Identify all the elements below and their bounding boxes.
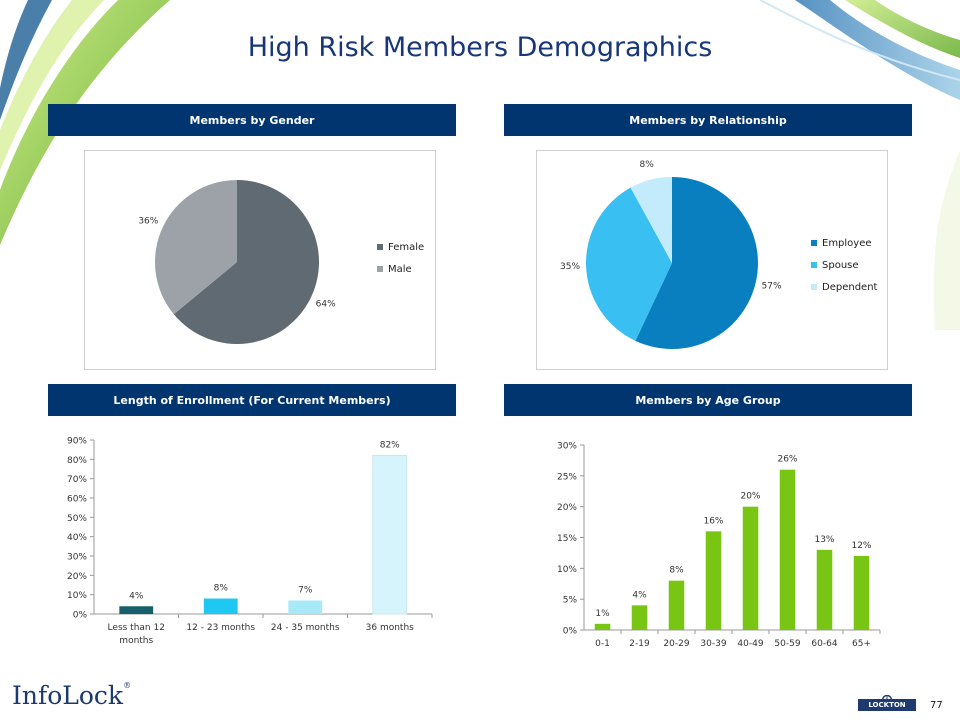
section-header-gender: Members by Gender	[48, 104, 456, 136]
legend-swatch-employee	[811, 240, 817, 246]
bar-4	[742, 506, 759, 630]
pie-data-label: 35%	[560, 262, 580, 272]
bar-data-label: 13%	[814, 535, 834, 545]
bar-1	[631, 605, 648, 630]
y-tick-label: 20%	[67, 572, 87, 582]
pie-data-label: 36%	[138, 216, 158, 226]
pie-data-label: 57%	[762, 281, 782, 291]
legend-label-employee: Employee	[822, 238, 872, 249]
y-tick-label: 60%	[67, 495, 87, 505]
y-tick-label: 10%	[557, 565, 577, 575]
legend-swatch-dependent	[811, 284, 817, 290]
section-header-relationship: Members by Relationship	[504, 104, 912, 136]
pie-data-label: 8%	[639, 160, 654, 170]
x-category-label: 36 months	[366, 623, 415, 633]
legend-swatch-male	[377, 266, 383, 272]
section-header-enrollment: Length of Enrollment (For Current Member…	[48, 384, 456, 416]
relationship-pie-chart: 57% 35% 8% Employee Spouse Dependent	[560, 160, 878, 349]
bar-data-label: 8%	[669, 566, 684, 576]
legend-swatch-spouse	[811, 262, 817, 268]
x-category-label: 20-29	[663, 639, 689, 649]
y-tick-label: 40%	[67, 533, 87, 543]
bar-0	[119, 606, 154, 614]
infolock-logo: InfoLock®	[12, 681, 131, 710]
x-category-label: 0-1	[595, 639, 610, 649]
bar-3	[705, 531, 722, 630]
logo-registered-mark: ®	[123, 681, 132, 690]
age-chart-area: 0% 5% 10% 15% 20% 25% 30% 1% 0-1 4% 2-19 8% 20-29 16%…	[504, 424, 912, 664]
pie-slice-spouse	[585, 187, 672, 341]
page-number: 77	[930, 700, 943, 711]
lockton-wordmark: LOCKTON	[858, 699, 916, 711]
pie-slice-female	[173, 180, 320, 344]
y-tick-label: 50%	[67, 514, 87, 524]
y-tick-label: 20%	[557, 503, 577, 513]
relationship-chart-area: 57% 35% 8% Employee Spouse Dependent	[536, 150, 888, 370]
bar-data-label: 20%	[740, 492, 760, 502]
legend-label-male: Male	[388, 264, 412, 275]
enrollment-chart-area: 0% 10% 20% 30% 40% 50% 60% 70% 80% 90% 4% Less than…	[48, 424, 456, 664]
x-category-label: 65+	[852, 639, 871, 649]
bar-6	[816, 549, 833, 630]
bar-data-label: 16%	[703, 516, 723, 526]
bar-data-label: 4%	[129, 591, 144, 601]
bar-0	[594, 623, 611, 630]
y-tick-label: 30%	[557, 442, 577, 452]
age-bar-chart: 0% 5% 10% 15% 20% 25% 30% 1% 0-1 4% 2-19 8% 20-29 16%…	[557, 442, 881, 649]
x-category-label: 50-59	[774, 639, 800, 649]
bar-2	[668, 580, 685, 630]
bar-data-label: 82%	[380, 440, 400, 450]
page-title: High Risk Members Demographics	[247, 32, 713, 63]
bar-3	[372, 454, 408, 615]
y-tick-label: 90%	[67, 437, 87, 447]
pie-slice-employee	[635, 177, 758, 349]
x-category-label: 30-39	[700, 639, 726, 649]
bar-data-label: 7%	[298, 585, 313, 595]
logo-text: InfoLock	[12, 681, 124, 710]
bar-data-label: 4%	[632, 590, 647, 600]
pie-slice-male	[155, 180, 237, 315]
legend-label-spouse: Spouse	[822, 260, 859, 271]
y-tick-label: 70%	[67, 475, 87, 485]
y-tick-label: 30%	[67, 553, 87, 563]
enrollment-bar-chart: 0% 10% 20% 30% 40% 50% 60% 70% 80% 90% 4% Less than…	[67, 437, 433, 646]
pie-data-label: 64%	[316, 300, 336, 310]
y-tick-label: 80%	[67, 456, 87, 466]
y-tick-label: 25%	[557, 472, 577, 482]
x-category-label: 40-49	[737, 639, 763, 649]
bar-7	[853, 556, 870, 630]
lockton-logo: LOCKTON	[858, 690, 916, 712]
gender-chart-area: 64% 36% Female Male	[84, 150, 436, 370]
x-category-label: Less than 12 months	[108, 623, 165, 646]
y-tick-label: 0%	[563, 627, 578, 637]
bar-data-label: 8%	[214, 584, 229, 594]
y-tick-label: 10%	[67, 591, 87, 601]
bar-5	[779, 469, 796, 630]
legend-label-female: Female	[388, 242, 424, 253]
legend-label-dependent: Dependent	[822, 282, 878, 293]
y-tick-label: 5%	[563, 596, 578, 606]
y-tick-label: 0%	[73, 611, 88, 621]
x-category-label: 60-64	[811, 639, 837, 649]
x-category-label: 24 - 35 months	[271, 623, 340, 633]
x-category-label: 2-19	[629, 639, 650, 649]
section-header-age: Members by Age Group	[504, 384, 912, 416]
y-tick-label: 15%	[557, 534, 577, 544]
bar-data-label: 26%	[777, 455, 797, 465]
gender-pie-chart: 64% 36% Female Male	[138, 180, 424, 344]
bar-1	[203, 598, 238, 614]
bar-data-label: 1%	[595, 609, 610, 619]
pie-slice-dependent	[630, 177, 672, 263]
legend-swatch-female	[377, 244, 383, 250]
x-category-label: 12 - 23 months	[186, 623, 255, 633]
bar-data-label: 12%	[851, 541, 871, 551]
bar-2	[288, 600, 323, 614]
